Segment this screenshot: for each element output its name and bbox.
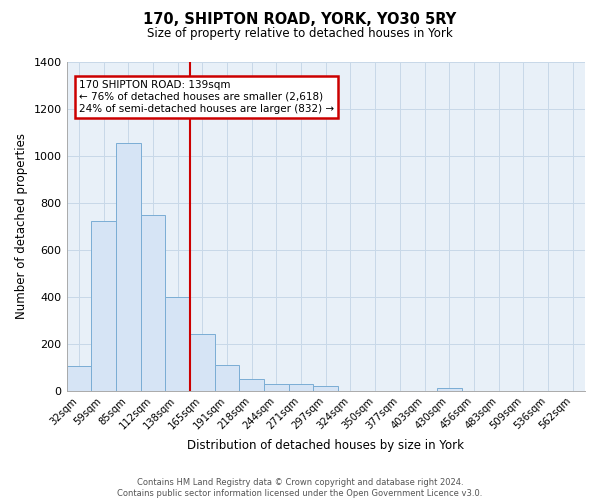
Bar <box>437 388 461 390</box>
Bar <box>239 380 264 390</box>
Bar <box>165 296 190 390</box>
Bar <box>313 386 338 390</box>
Bar <box>91 222 116 390</box>
Bar <box>190 334 215 390</box>
Bar <box>140 215 165 390</box>
Bar <box>67 366 91 390</box>
Y-axis label: Number of detached properties: Number of detached properties <box>15 133 28 319</box>
Bar <box>215 365 239 390</box>
Text: Contains HM Land Registry data © Crown copyright and database right 2024.
Contai: Contains HM Land Registry data © Crown c… <box>118 478 482 498</box>
Bar <box>289 384 313 390</box>
Bar <box>264 384 289 390</box>
Text: 170, SHIPTON ROAD, YORK, YO30 5RY: 170, SHIPTON ROAD, YORK, YO30 5RY <box>143 12 457 28</box>
Bar <box>116 144 140 390</box>
Text: 170 SHIPTON ROAD: 139sqm
← 76% of detached houses are smaller (2,618)
24% of sem: 170 SHIPTON ROAD: 139sqm ← 76% of detach… <box>79 80 334 114</box>
Text: Size of property relative to detached houses in York: Size of property relative to detached ho… <box>147 28 453 40</box>
X-axis label: Distribution of detached houses by size in York: Distribution of detached houses by size … <box>187 440 464 452</box>
